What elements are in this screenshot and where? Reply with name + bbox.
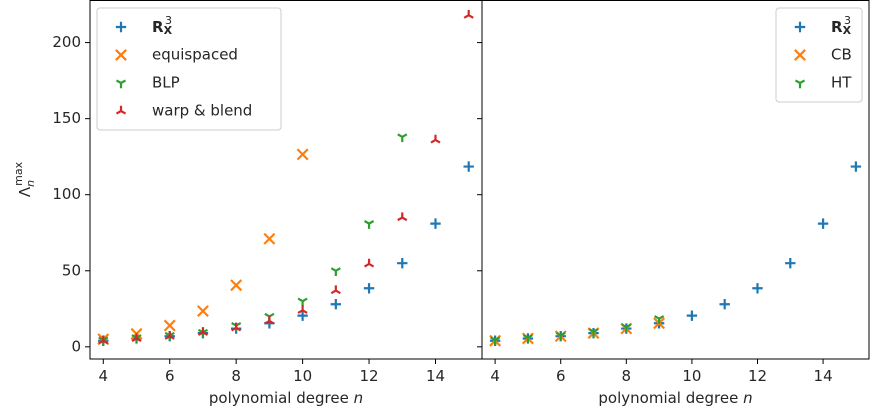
- data-point: [363, 283, 375, 294]
- series-ht: [490, 315, 665, 346]
- data-point: [397, 257, 408, 269]
- legend-marker: [115, 105, 127, 115]
- data-point: [397, 212, 408, 222]
- data-point: [363, 258, 375, 268]
- data-point: [196, 305, 209, 318]
- x-tick-label: 10: [293, 367, 312, 385]
- x-axis-label: polynomial degree n: [598, 389, 752, 407]
- data-point: [490, 336, 501, 346]
- legend-label: HT: [831, 74, 852, 92]
- plot-frame: [481, 0, 870, 360]
- data-point: [785, 257, 796, 269]
- data-point: [330, 299, 342, 310]
- data-point: [621, 323, 632, 333]
- series-r-x-3: [98, 161, 474, 346]
- legend-label: CB: [831, 46, 852, 64]
- data-point: [430, 218, 441, 229]
- x-tick-label: 10: [682, 367, 701, 385]
- legend-label: warp & blend: [152, 102, 252, 120]
- legend-marker: [794, 21, 806, 33]
- data-point: [522, 334, 533, 343]
- y-tick-label: 50: [62, 261, 81, 279]
- data-point: [131, 333, 142, 343]
- legend-label: BLP: [152, 74, 180, 92]
- legend-marker: [794, 49, 806, 61]
- data-point: [230, 279, 243, 292]
- x-tick-label: 8: [622, 367, 632, 385]
- data-point: [330, 285, 341, 295]
- data-point: [463, 10, 474, 19]
- legend-box: [775, 7, 863, 103]
- data-point: [197, 327, 209, 336]
- x-tick-label: 14: [426, 367, 445, 385]
- series-blp: [98, 133, 408, 346]
- data-point: [98, 335, 109, 345]
- x-tick-label: 12: [360, 367, 379, 385]
- x-tick-label: 14: [814, 367, 833, 385]
- y-axis-label: Λnmax: [12, 161, 37, 197]
- data-point: [850, 161, 862, 172]
- data-point: [588, 328, 599, 337]
- legend-marker: [794, 79, 806, 89]
- legend-marker: [115, 49, 127, 61]
- legend-marker: [115, 79, 127, 89]
- y-tick-label: 150: [52, 109, 81, 127]
- data-point: [164, 330, 175, 340]
- y-tick-label: 200: [52, 33, 81, 51]
- x-tick-label: 6: [556, 367, 566, 385]
- legend: RX3 CB HT: [775, 7, 863, 103]
- data-point: [817, 218, 829, 229]
- legend-marker: [115, 21, 127, 33]
- series-cb: [489, 317, 666, 347]
- legend-box: [96, 7, 282, 131]
- data-point: [263, 232, 276, 245]
- data-point: [555, 331, 566, 341]
- data-point: [231, 322, 242, 332]
- legend-label: RX3: [831, 14, 852, 37]
- y-tick-label: 100: [52, 185, 81, 203]
- data-point: [330, 267, 341, 276]
- data-point: [430, 134, 441, 144]
- legend-label: RX3: [152, 14, 173, 37]
- data-point: [752, 283, 763, 294]
- legend: RX3 equispaced BLP warp & blend: [96, 7, 282, 131]
- series-r-x-3: [489, 161, 862, 346]
- x-tick-label: 6: [165, 367, 175, 385]
- data-point: [297, 305, 308, 314]
- x-tick-label: 4: [99, 367, 109, 385]
- series-equispaced: [97, 148, 309, 346]
- y-tick-label: 0: [71, 337, 81, 355]
- x-tick-label: 4: [490, 367, 500, 385]
- data-point: [163, 319, 176, 332]
- data-point: [719, 299, 730, 310]
- series-warp-blend: [98, 10, 474, 345]
- data-point: [654, 315, 665, 324]
- x-tick-label: 8: [231, 367, 241, 385]
- data-point: [363, 220, 375, 229]
- right-panel: 4 6 8 10 12 14 polynomial degree n RX3 CB HT: [477, 0, 870, 407]
- data-point: [296, 148, 309, 161]
- legend-label: equispaced: [152, 46, 238, 64]
- data-point: [297, 310, 308, 321]
- data-point: [463, 161, 474, 172]
- x-axis-label: polynomial degree n: [209, 389, 363, 407]
- data-point: [264, 315, 275, 325]
- data-point: [397, 133, 408, 143]
- data-point: [686, 310, 698, 321]
- left-panel: 4 6 8 10 12 14 0 50 100 150 200 polynomial degree n…: [12, 0, 483, 407]
- x-tick-label: 12: [748, 367, 767, 385]
